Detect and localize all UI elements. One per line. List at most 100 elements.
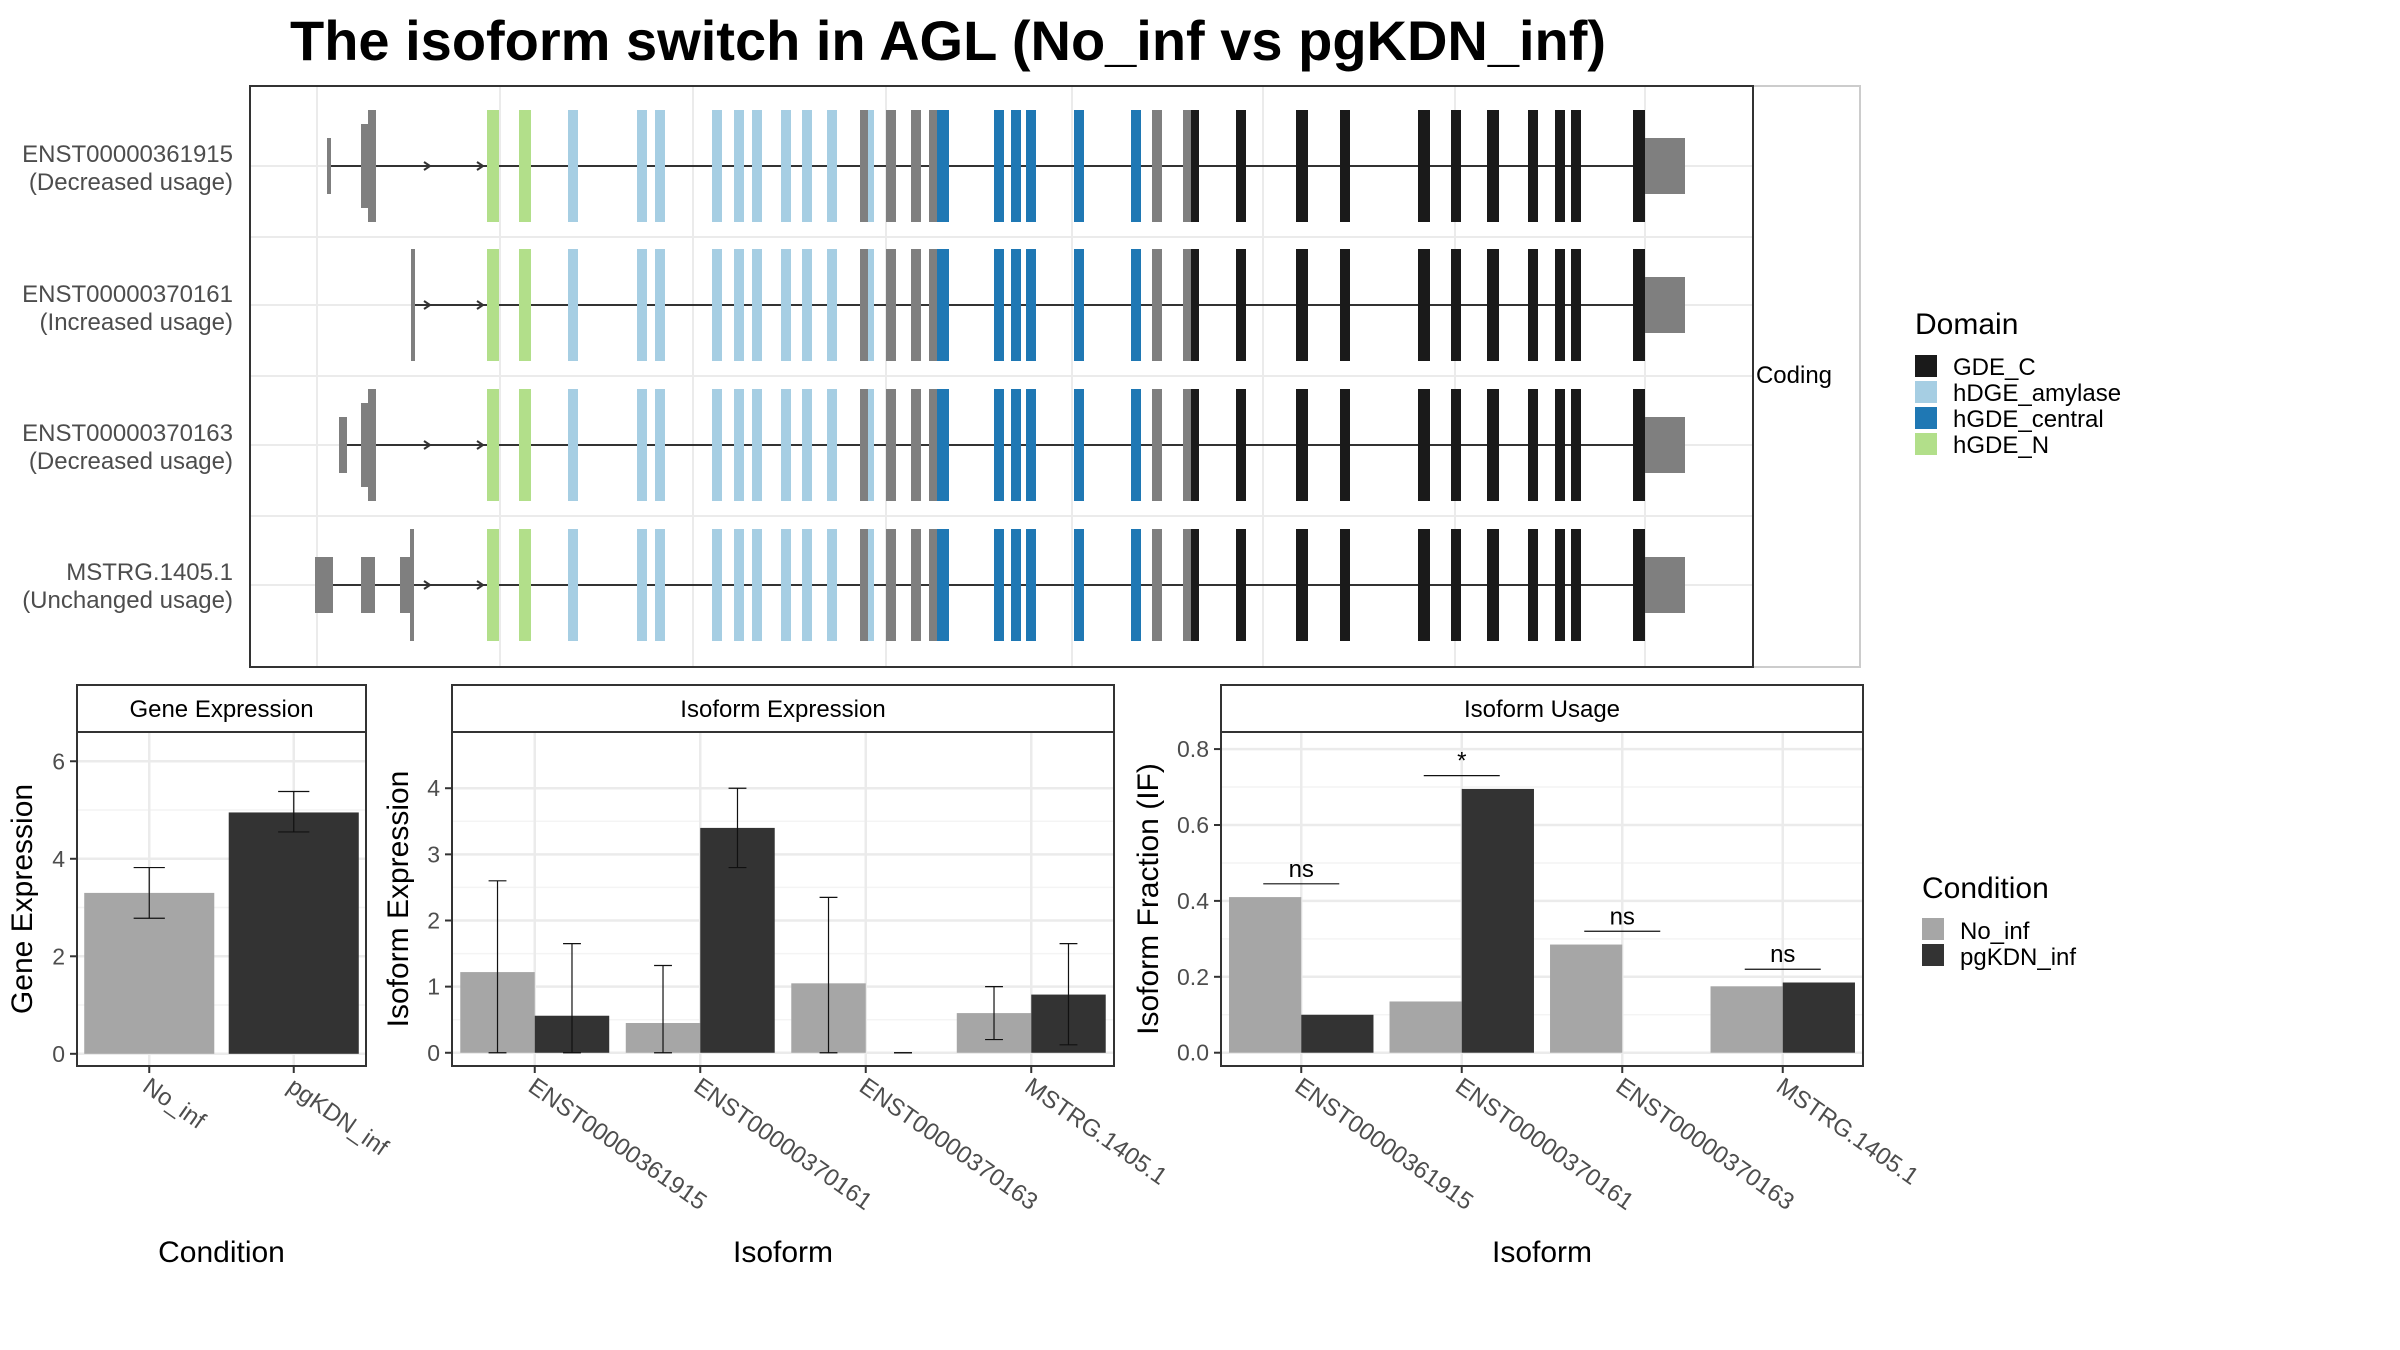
- facet-strip: [76, 684, 367, 733]
- exon: [1152, 389, 1162, 501]
- exon: [886, 249, 896, 361]
- exon: [781, 110, 791, 222]
- exon: [1487, 389, 1499, 501]
- y-axis-title: Gene Expression: [6, 784, 39, 1014]
- y-axis-title: Isoform Fraction (IF): [1132, 763, 1165, 1035]
- exon: [487, 529, 499, 641]
- exon: [994, 529, 1004, 641]
- exon: [1152, 249, 1162, 361]
- exon: [1191, 389, 1199, 501]
- exon: [1131, 389, 1141, 501]
- exon: [1026, 249, 1036, 361]
- exon: [361, 124, 369, 208]
- transcript-status-label: (Unchanged usage): [22, 587, 233, 614]
- exon: [929, 529, 937, 641]
- exon: [994, 249, 1004, 361]
- y-tick-label: 0.0: [1177, 1040, 1209, 1066]
- exon: [568, 110, 578, 222]
- exon: [802, 529, 812, 641]
- significance-label: *: [1457, 748, 1466, 775]
- exon: [734, 529, 744, 641]
- significance-label: ns: [1610, 903, 1635, 930]
- exon: [752, 529, 762, 641]
- exon: [637, 529, 647, 641]
- transcript-row: [411, 249, 1685, 361]
- x-tick-label: No_inf: [138, 1073, 211, 1135]
- exon: [655, 389, 665, 501]
- legend-key-no-inf: [1922, 918, 1944, 940]
- exon: [519, 249, 531, 361]
- exon: [1555, 249, 1565, 361]
- legend-label: GDE_C: [1953, 354, 2036, 381]
- exon: [734, 389, 744, 501]
- exon: [781, 249, 791, 361]
- exon: [519, 389, 531, 501]
- exon: [929, 110, 937, 222]
- exon: [568, 249, 578, 361]
- condition-legend: Condition No_inf pgKDN_inf: [1922, 872, 2076, 971]
- exon: [1131, 110, 1141, 222]
- exon: [911, 389, 921, 501]
- transcript-id-label: MSTRG.1405.1: [66, 559, 233, 586]
- y-tick-label: 0: [427, 1040, 440, 1066]
- utr-exon: [1645, 417, 1685, 473]
- exon: [1191, 529, 1199, 641]
- exon: [994, 389, 1004, 501]
- x-tick-label: MSTRG.1405.1: [1771, 1073, 1923, 1191]
- exon: [1571, 389, 1581, 501]
- y-axis-title: Isoform Expression: [382, 771, 415, 1028]
- exon: [868, 110, 874, 222]
- exon: [637, 389, 647, 501]
- facet-label: Coding: [1756, 362, 1832, 389]
- exon: [860, 249, 868, 361]
- strand-arrow-icon: [423, 300, 432, 310]
- exon: [1074, 529, 1084, 641]
- exon: [781, 389, 791, 501]
- exon: [1074, 249, 1084, 361]
- exon: [1528, 529, 1538, 641]
- transcript-row: [327, 110, 1685, 222]
- exon: [1340, 529, 1350, 641]
- transcript-id-label: ENST00000361915: [22, 141, 233, 168]
- condition-legend-title: Condition: [1922, 872, 2049, 905]
- legend-key-gde-c: [1915, 355, 1937, 377]
- exon: [937, 529, 949, 641]
- domain-legend-title: Domain: [1915, 308, 2018, 341]
- exon: [1633, 110, 1645, 222]
- y-tick-label: 0.4: [1177, 888, 1209, 914]
- exon: [937, 249, 949, 361]
- exon: [802, 389, 812, 501]
- y-tick-label: 4: [52, 846, 65, 872]
- exon: [1451, 389, 1461, 501]
- bar: [1550, 944, 1623, 1053]
- facet-strip: [451, 684, 1115, 733]
- exon: [1633, 529, 1645, 641]
- exon: [1555, 389, 1565, 501]
- exon: [411, 249, 415, 361]
- exon: [1152, 110, 1162, 222]
- transcript-id-label: ENST00000370163: [22, 420, 233, 447]
- x-tick-label: pgKDN_inf: [282, 1073, 393, 1162]
- exon: [827, 389, 837, 501]
- exon: [1236, 249, 1246, 361]
- exon: [1451, 110, 1461, 222]
- exon: [1528, 249, 1538, 361]
- y-tick-label: 2: [52, 943, 65, 969]
- exon: [327, 138, 331, 194]
- x-tick-label: ENST00000370163: [854, 1073, 1042, 1216]
- strand-arrow-icon: [476, 300, 485, 310]
- exon: [1296, 389, 1308, 501]
- y-tick-label: 1: [427, 974, 440, 1000]
- exon: [860, 110, 868, 222]
- strand-arrow-icon: [476, 440, 485, 450]
- exon: [637, 249, 647, 361]
- exon: [911, 249, 921, 361]
- bar: [1710, 986, 1783, 1053]
- exon: [1296, 249, 1308, 361]
- exon: [655, 110, 665, 222]
- exon: [655, 529, 665, 641]
- exon: [1074, 389, 1084, 501]
- y-tick-label: 6: [52, 748, 65, 774]
- bar: [1782, 982, 1855, 1053]
